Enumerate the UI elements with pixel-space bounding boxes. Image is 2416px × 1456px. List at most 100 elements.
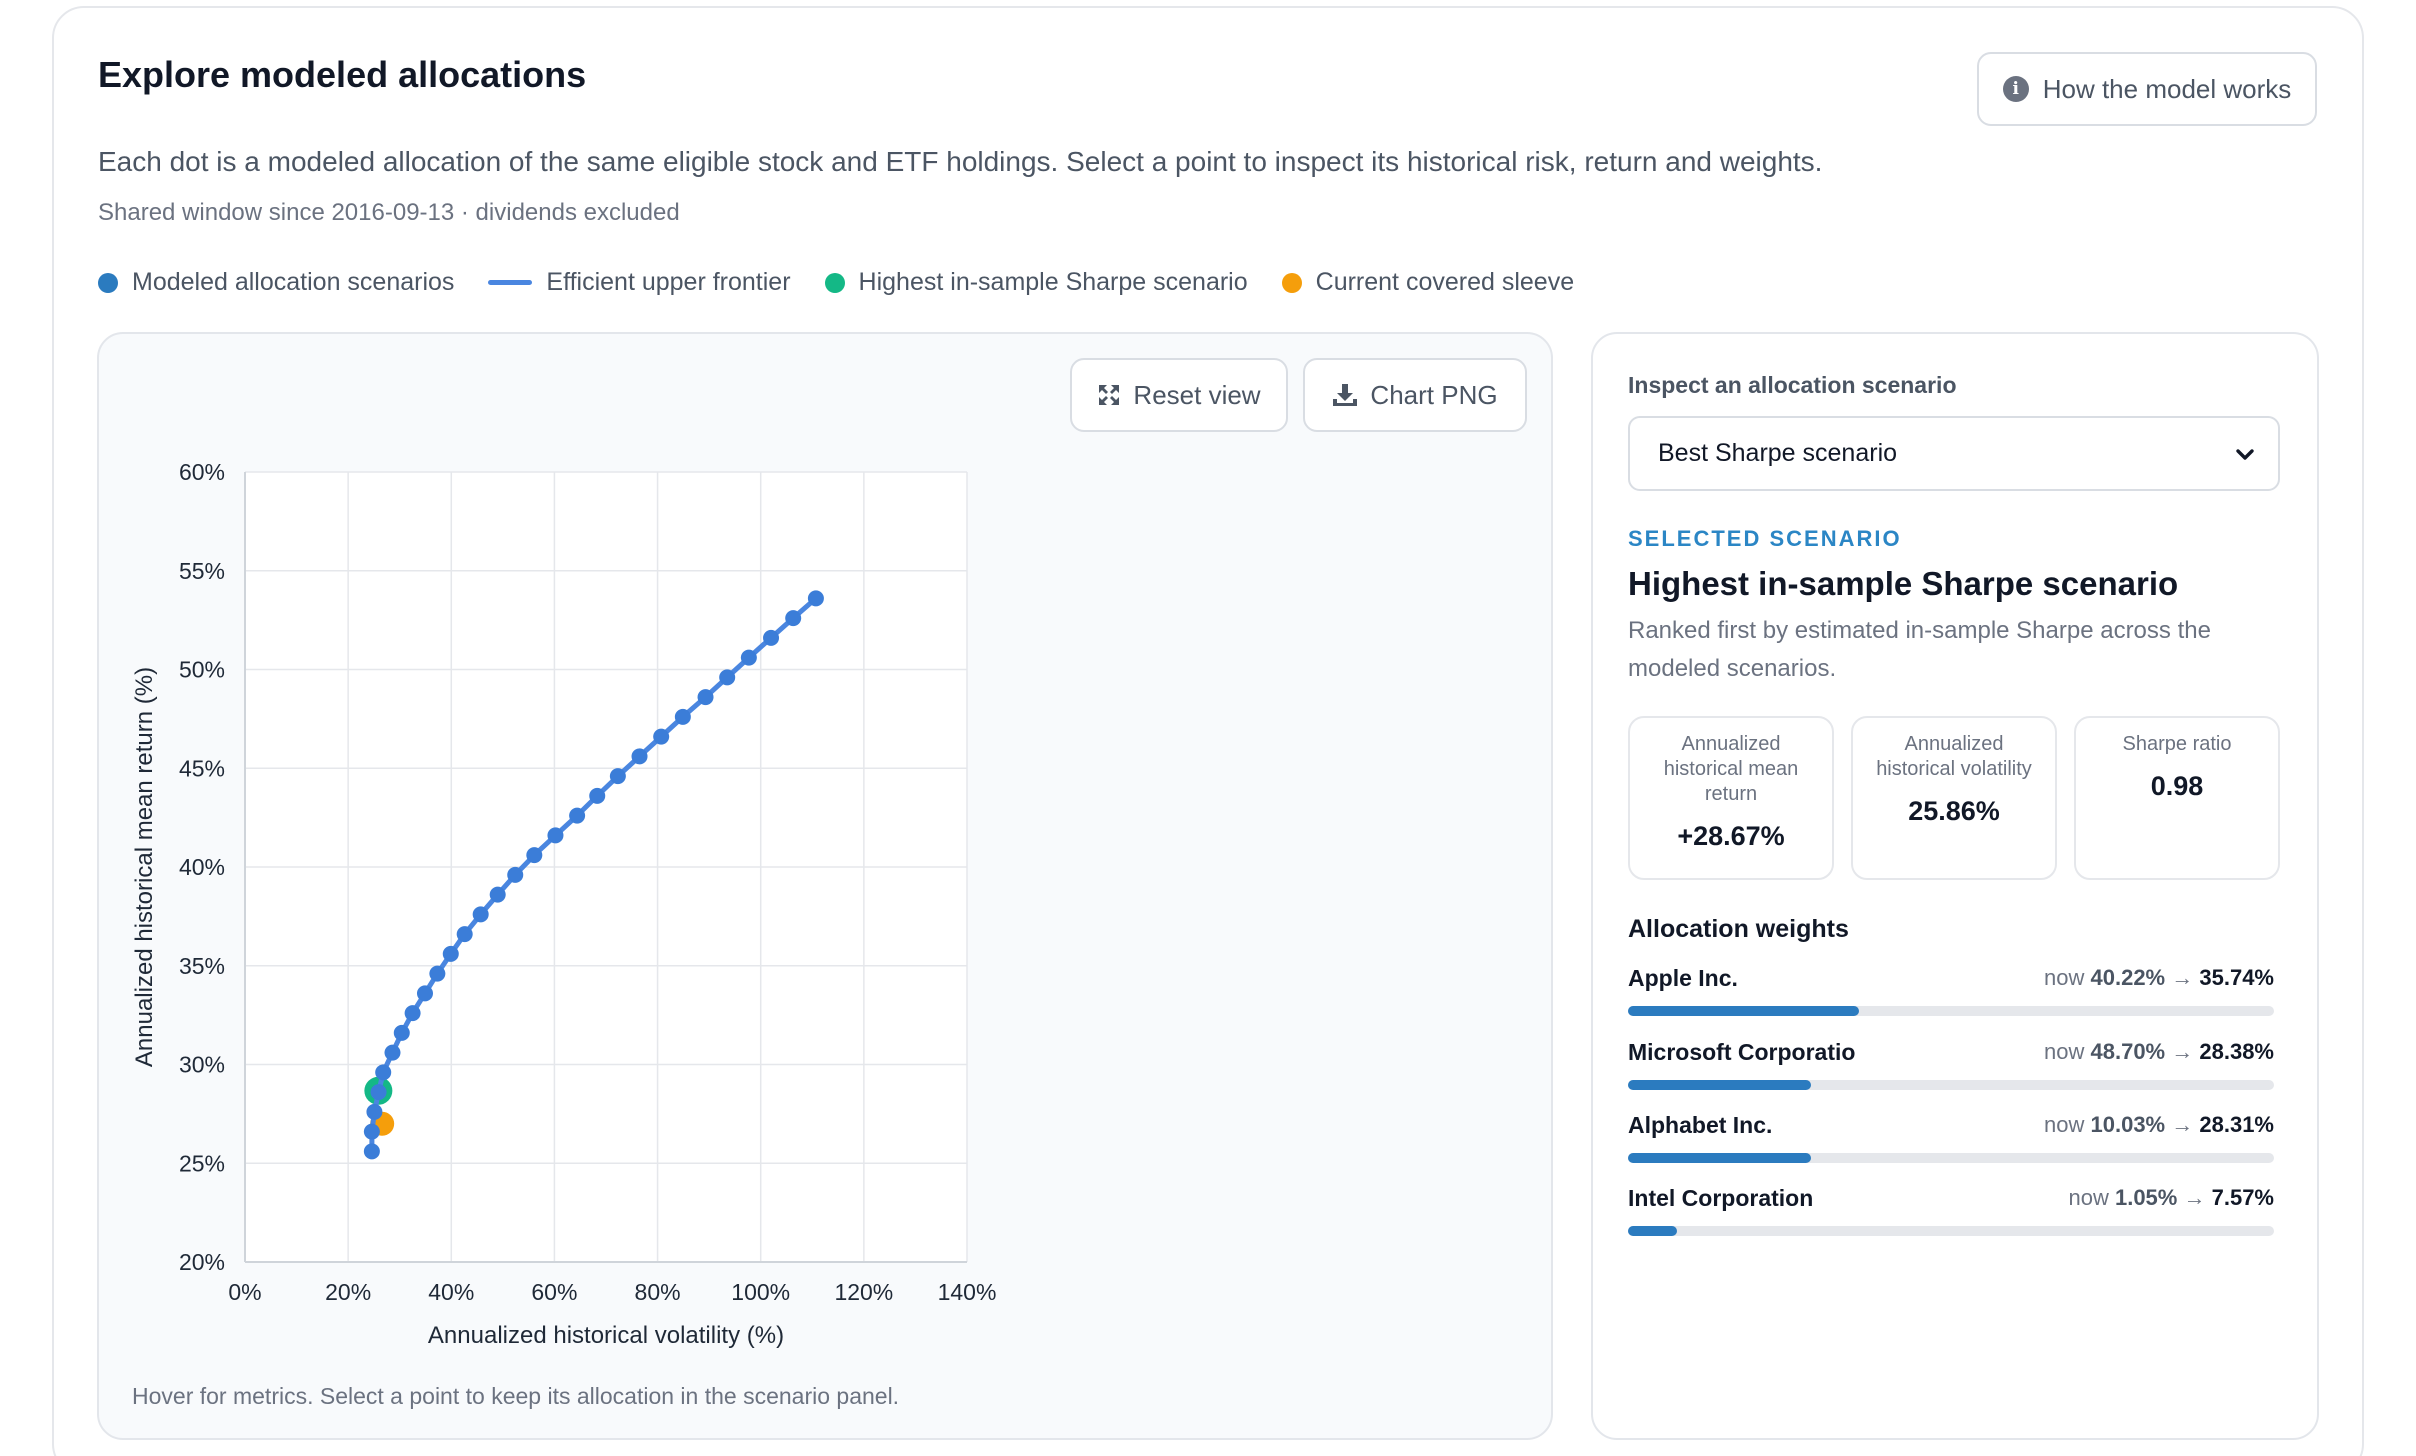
scenario-point[interactable]: [526, 847, 543, 864]
scenario-point[interactable]: [589, 787, 606, 804]
scenario-point[interactable]: [472, 906, 489, 923]
scenario-point[interactable]: [740, 649, 757, 666]
weight-bar-track: [1628, 1226, 2274, 1236]
scenario-point[interactable]: [429, 965, 446, 982]
scenario-point[interactable]: [653, 728, 670, 745]
legend-item-frontier: Efficient upper frontier: [488, 268, 791, 297]
description: Each dot is a modeled allocation of the …: [98, 146, 1823, 177]
weight-name: Microsoft Corporatio: [1628, 1039, 1856, 1065]
weight-now: 40.22%: [2090, 965, 2166, 990]
weight-values: now 10.03% → 28.31%: [2044, 1112, 2274, 1138]
scenario-point[interactable]: [363, 1143, 380, 1160]
x-tick-label: 0%: [228, 1279, 261, 1305]
how-model-works-label: How the model works: [2042, 73, 2292, 104]
scenario-select-value: Best Sharpe scenario: [1658, 439, 1898, 467]
weight-values: now 1.05% → 7.57%: [2068, 1185, 2274, 1211]
inspect-label: Inspect an allocation scenario: [1628, 372, 1957, 398]
page-title: Explore modeled allocations: [98, 54, 587, 95]
weight-arrow: →: [2183, 1185, 2206, 1210]
scenario-point[interactable]: [719, 669, 736, 686]
scenario-point[interactable]: [370, 1084, 387, 1101]
weight-target: 28.38%: [2199, 1039, 2274, 1064]
reset-view-label: Reset view: [1133, 379, 1261, 410]
how-model-works-button[interactable]: i How the model works: [1977, 52, 2317, 126]
window-subtitle: Shared window since 2016-09-13 · dividen…: [98, 199, 680, 226]
scenario-point[interactable]: [363, 1123, 380, 1140]
scenario-select[interactable]: Best Sharpe scenario: [1628, 416, 2280, 491]
weight-values: now 48.70% → 28.38%: [2044, 1039, 2274, 1065]
metric-card-volatility: Annualized historical volatility 25.86%: [1851, 716, 2057, 880]
weight-bar-track: [1628, 1080, 2274, 1090]
legend-label-frontier: Efficient upper frontier: [546, 268, 791, 296]
weight-bar-track: [1628, 1006, 2274, 1016]
chevron-down-icon: [2236, 449, 2254, 460]
scenario-point[interactable]: [763, 629, 780, 646]
y-tick-label: 20%: [179, 1249, 225, 1275]
legend-label-best-sharpe: Highest in-sample Sharpe scenario: [858, 268, 1248, 296]
scenario-point[interactable]: [366, 1103, 383, 1120]
metric-label-volatility: Annualized historical volatility: [1876, 733, 2032, 780]
weight-bar-fill: [1628, 1006, 1859, 1016]
scenario-point[interactable]: [807, 590, 824, 607]
y-tick-label: 40%: [179, 854, 225, 880]
legend-swatch-frontier: [488, 280, 533, 285]
scenario-point[interactable]: [547, 827, 564, 844]
x-tick-label: 20%: [325, 1279, 371, 1305]
weight-now-prefix: now: [2044, 1039, 2085, 1064]
chart-png-button[interactable]: Chart PNG: [1303, 358, 1527, 432]
weights-title: Allocation weights: [1628, 915, 1849, 943]
weight-target: 7.57%: [2211, 1185, 2274, 1210]
download-icon: [1333, 384, 1358, 406]
weight-target: 35.74%: [2199, 965, 2274, 990]
scenario-point[interactable]: [456, 926, 473, 943]
y-tick-label: 35%: [179, 953, 225, 979]
scenario-point[interactable]: [416, 985, 433, 1002]
weight-bar-track: [1628, 1153, 2274, 1163]
weight-now-prefix: now: [2044, 965, 2085, 990]
scenario-point[interactable]: [697, 689, 714, 706]
legend-item-current-sleeve: Current covered sleeve: [1281, 268, 1575, 297]
legend-swatch-best-sharpe: [824, 272, 845, 293]
expand-icon: [1099, 385, 1120, 405]
y-tick-label: 60%: [179, 459, 225, 485]
weight-bar-fill: [1628, 1226, 1677, 1236]
scenario-point[interactable]: [442, 945, 459, 962]
x-tick-label: 60%: [531, 1279, 577, 1305]
metric-value-sharpe: 0.98: [2150, 771, 2204, 801]
scenario-point[interactable]: [507, 866, 524, 883]
weight-bar-fill: [1628, 1080, 1812, 1090]
scenario-point[interactable]: [674, 708, 691, 725]
weight-now: 48.70%: [2090, 1039, 2166, 1064]
weight-now: 1.05%: [2114, 1185, 2178, 1210]
weight-name: Intel Corporation: [1628, 1185, 1814, 1211]
weight-name: Apple Inc.: [1628, 965, 1738, 991]
scenario-point[interactable]: [489, 886, 506, 903]
y-tick-label: 55%: [179, 558, 225, 584]
scenario-point[interactable]: [569, 807, 586, 824]
frontier-chart[interactable]: 0% 20% 40% 60% 80% 100% 120% 140%60%55%50%45%40…: [97, 332, 1553, 1440]
weight-now: 10.03%: [2090, 1112, 2166, 1137]
legend-label-scenarios: Modeled allocation scenarios: [132, 268, 455, 296]
selected-description: Ranked first by estimated in-sample Shar…: [1628, 617, 2211, 682]
weight-arrow: →: [2171, 1112, 2194, 1137]
weight-now-prefix: now: [2068, 1185, 2109, 1210]
chart-hover-note: Hover for metrics. Select a point to kee…: [132, 1383, 900, 1409]
metric-label-return: Annualized historical mean return: [1663, 733, 1799, 805]
scenario-point[interactable]: [384, 1044, 401, 1061]
metric-value-volatility: 25.86%: [1908, 796, 2000, 826]
chart-png-label: Chart PNG: [1370, 379, 1498, 410]
scenario-point[interactable]: [393, 1024, 410, 1041]
scenario-point[interactable]: [375, 1064, 392, 1081]
reset-view-button[interactable]: Reset view: [1070, 358, 1288, 432]
scenario-point[interactable]: [631, 748, 648, 765]
scenario-point[interactable]: [785, 610, 802, 627]
chart-legend: Modeled allocation scenarios Efficient u…: [98, 268, 1608, 297]
weight-bar-fill: [1628, 1153, 1811, 1163]
scenario-point[interactable]: [609, 768, 626, 785]
weight-arrow: →: [2171, 1039, 2194, 1064]
legend-label-current-sleeve: Current covered sleeve: [1315, 268, 1575, 296]
legend-swatch-scenarios: [98, 272, 118, 293]
info-icon: i: [2002, 76, 2029, 102]
metric-card-return: Annualized historical mean return +28.67…: [1628, 716, 1834, 880]
scenario-point[interactable]: [404, 1005, 421, 1022]
